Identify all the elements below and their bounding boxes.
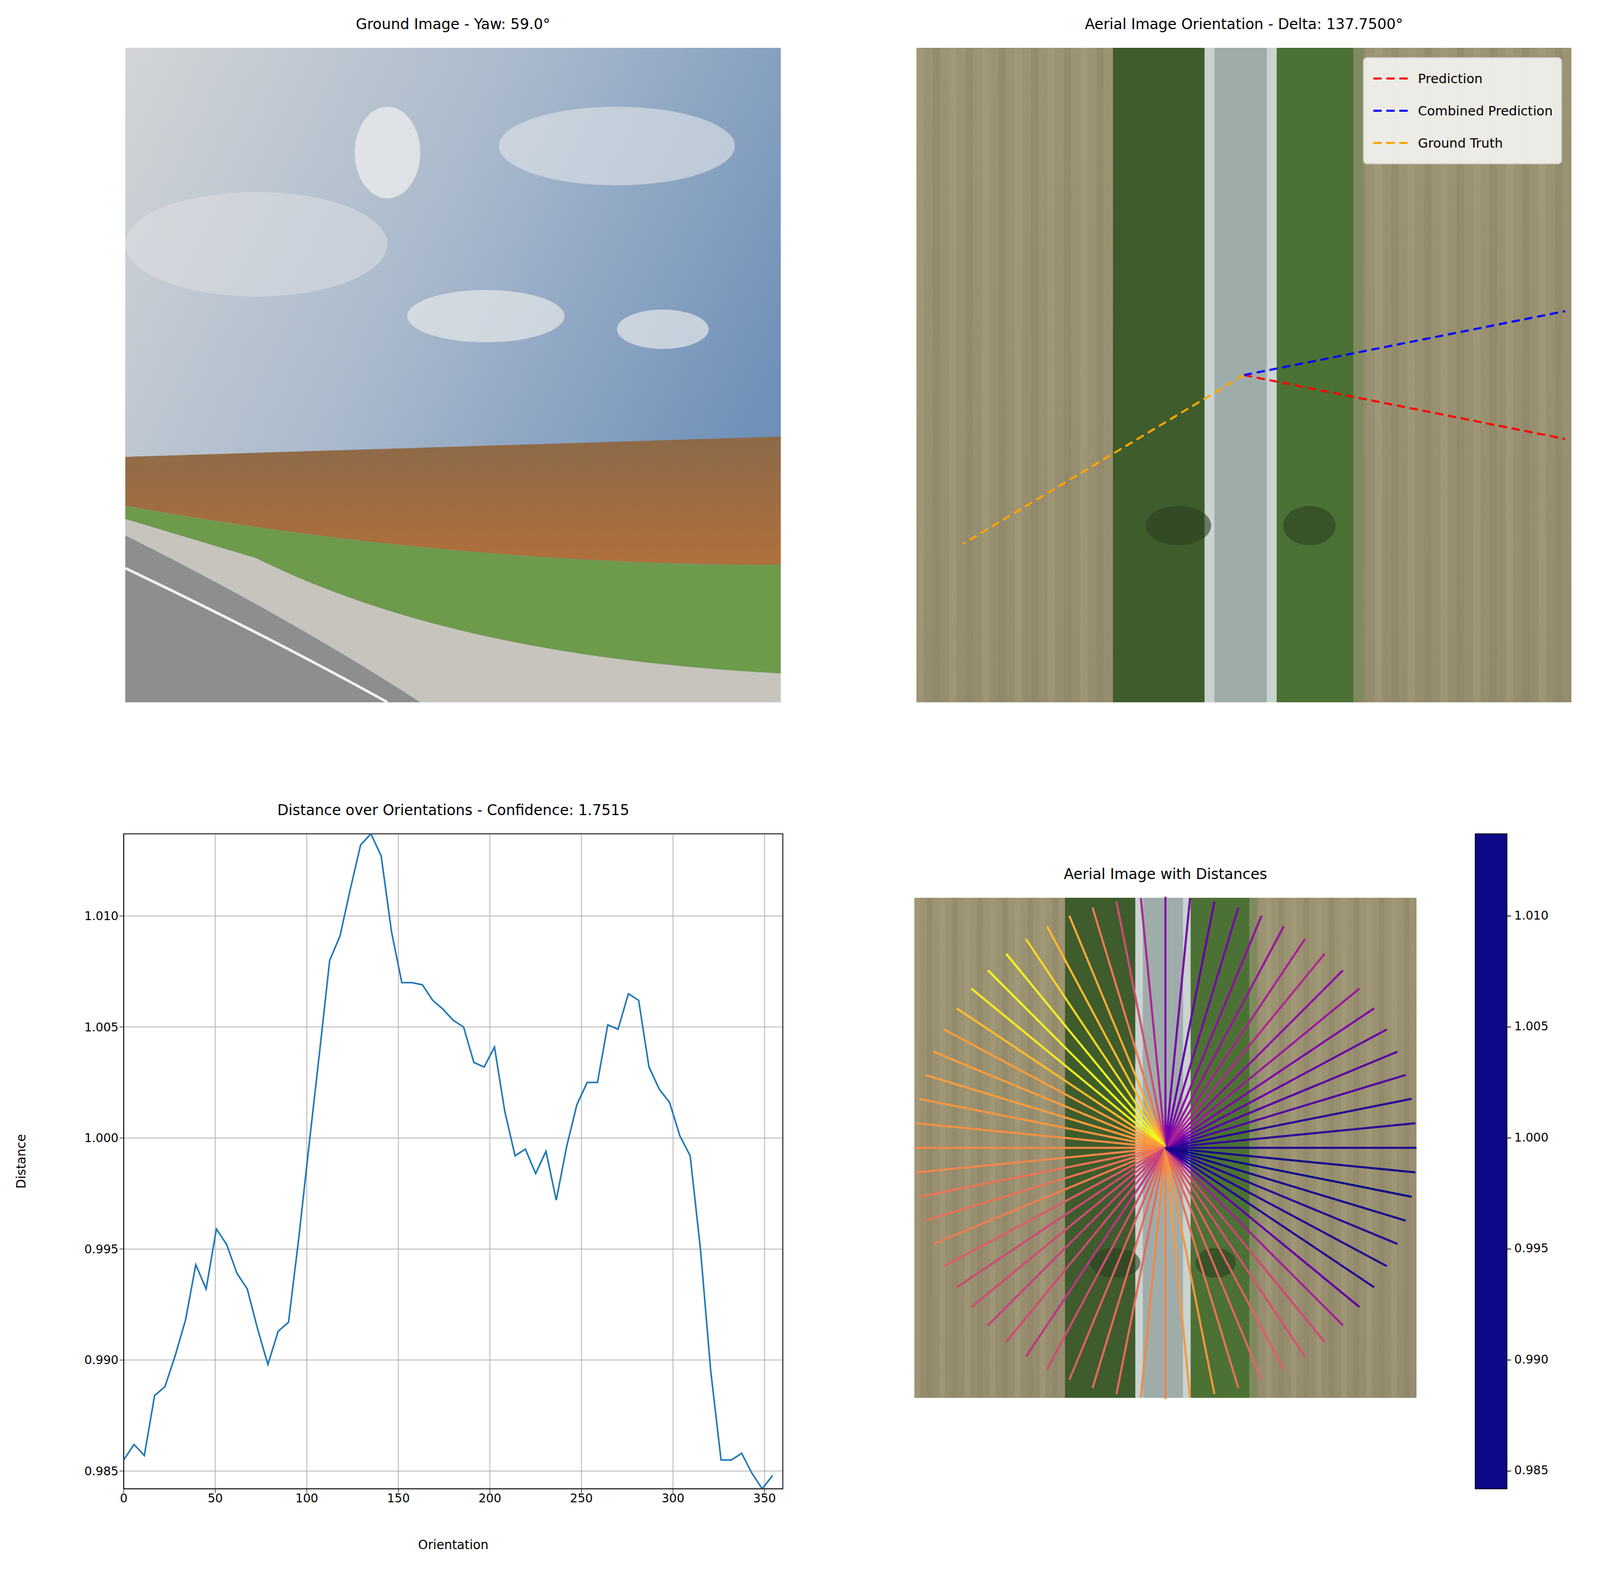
svg-text:300: 300 <box>661 1491 685 1505</box>
html-text:Ground Image - Yaw: 59.0°: Ground Image - Yaw: 59.0° <box>355 15 551 33</box>
svg-text:1.000: 1.000 <box>84 1131 119 1145</box>
svg-text:Orientation: Orientation <box>417 1537 489 1553</box>
svg-text:150: 150 <box>386 1491 410 1505</box>
svg-text:1.010: 1.010 <box>1514 908 1549 923</box>
svg-text:0.995: 0.995 <box>84 1242 119 1256</box>
svg-text:0.990: 0.990 <box>84 1353 119 1367</box>
svg-text:1.000: 1.000 <box>1514 1130 1549 1145</box>
html-text:Ground Truth: Ground Truth <box>1417 135 1503 151</box>
svg-text:0.995: 0.995 <box>1514 1241 1549 1255</box>
html-text:Distance over Orientations - C: Distance over Orientations - Confidence:… <box>277 801 630 819</box>
svg-text:0: 0 <box>120 1491 128 1505</box>
svg-text:1.005: 1.005 <box>1514 1019 1549 1033</box>
svg-text:0.990: 0.990 <box>1514 1352 1549 1367</box>
svg-text:350: 350 <box>753 1491 777 1505</box>
svg-text:200: 200 <box>478 1491 502 1505</box>
svg-text:50: 50 <box>207 1491 223 1505</box>
html-text:Aerial Image with Distances: Aerial Image with Distances <box>1063 865 1268 883</box>
html-text:Aerial Image Orientation - Del: Aerial Image Orientation - Delta: 137.75… <box>1084 15 1404 33</box>
svg-text:0.985: 0.985 <box>84 1464 119 1478</box>
html-text:Prediction: Prediction <box>1417 70 1483 87</box>
svg-text:250: 250 <box>570 1491 594 1505</box>
svg-text:1.010: 1.010 <box>84 909 119 923</box>
svg-text:100: 100 <box>295 1491 319 1505</box>
svg-text:Distance: Distance <box>14 1134 29 1189</box>
svg-text:1.005: 1.005 <box>84 1020 119 1034</box>
html-text:Combined Prediction: Combined Prediction <box>1417 103 1553 119</box>
svg-text:0.985: 0.985 <box>1514 1463 1549 1477</box>
